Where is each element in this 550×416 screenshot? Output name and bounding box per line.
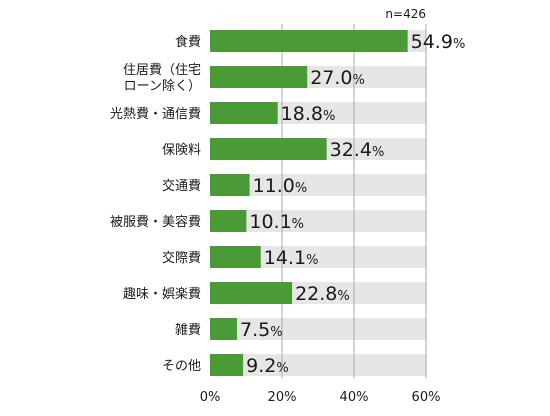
- value-unit: %: [323, 109, 335, 124]
- category-label: 雑費: [175, 322, 201, 338]
- category-label: 光熱費・通信費: [110, 107, 201, 122]
- bar-track: [210, 318, 426, 340]
- value-unit: %: [295, 181, 307, 196]
- bar: [210, 246, 261, 268]
- bar: [210, 102, 278, 124]
- value-label: 14.1%: [264, 247, 319, 269]
- bar-track: [210, 246, 426, 268]
- category-label: 交通費: [162, 178, 201, 194]
- sample-size-note: n=426: [385, 7, 426, 21]
- category-label: その他: [162, 359, 201, 374]
- bar: [210, 30, 408, 52]
- bar-track: [210, 174, 426, 196]
- value-unit: %: [292, 217, 304, 232]
- value-unit: %: [337, 289, 349, 304]
- bar-track: [210, 354, 426, 376]
- bar: [210, 354, 244, 376]
- value-label: 11.0%: [253, 175, 308, 197]
- value-unit: %: [306, 253, 318, 268]
- value-unit: %: [453, 37, 465, 52]
- value-unit: %: [353, 73, 365, 88]
- category-label-line: ローン除く）: [124, 79, 201, 94]
- category-label: 食費: [175, 34, 201, 50]
- bar: [210, 210, 247, 232]
- bar: [210, 282, 293, 304]
- value-label: 9.2%: [246, 355, 289, 377]
- category-label: 被服費・美容費: [110, 214, 201, 230]
- x-tick-label: 40%: [340, 390, 369, 405]
- category-label-line: 住居費（住宅: [123, 63, 201, 78]
- x-tick-label: 20%: [268, 390, 297, 405]
- value-label: 32.4%: [330, 139, 385, 161]
- category-label: 住居費（住宅ローン除く）: [123, 63, 201, 94]
- category-label: 交際費: [162, 250, 201, 266]
- x-tick-label: 60%: [412, 390, 441, 405]
- value-label: 7.5%: [240, 319, 283, 341]
- value-unit: %: [276, 361, 288, 376]
- bar: [210, 138, 327, 160]
- value-label: 27.0%: [310, 67, 365, 89]
- category-label: 趣味・娯楽費: [123, 286, 201, 302]
- bar: [210, 174, 250, 196]
- bar: [210, 66, 308, 88]
- value-label: 22.8%: [295, 283, 350, 305]
- bar: [210, 318, 237, 340]
- value-label: 54.9%: [411, 31, 466, 53]
- bar-track: [210, 210, 426, 232]
- value-label: 10.1%: [249, 211, 304, 233]
- value-unit: %: [270, 325, 282, 340]
- value-unit: %: [372, 145, 384, 160]
- category-label: 保険料: [162, 143, 201, 158]
- value-label: 18.8%: [281, 103, 336, 125]
- x-tick-label: 0%: [200, 390, 221, 405]
